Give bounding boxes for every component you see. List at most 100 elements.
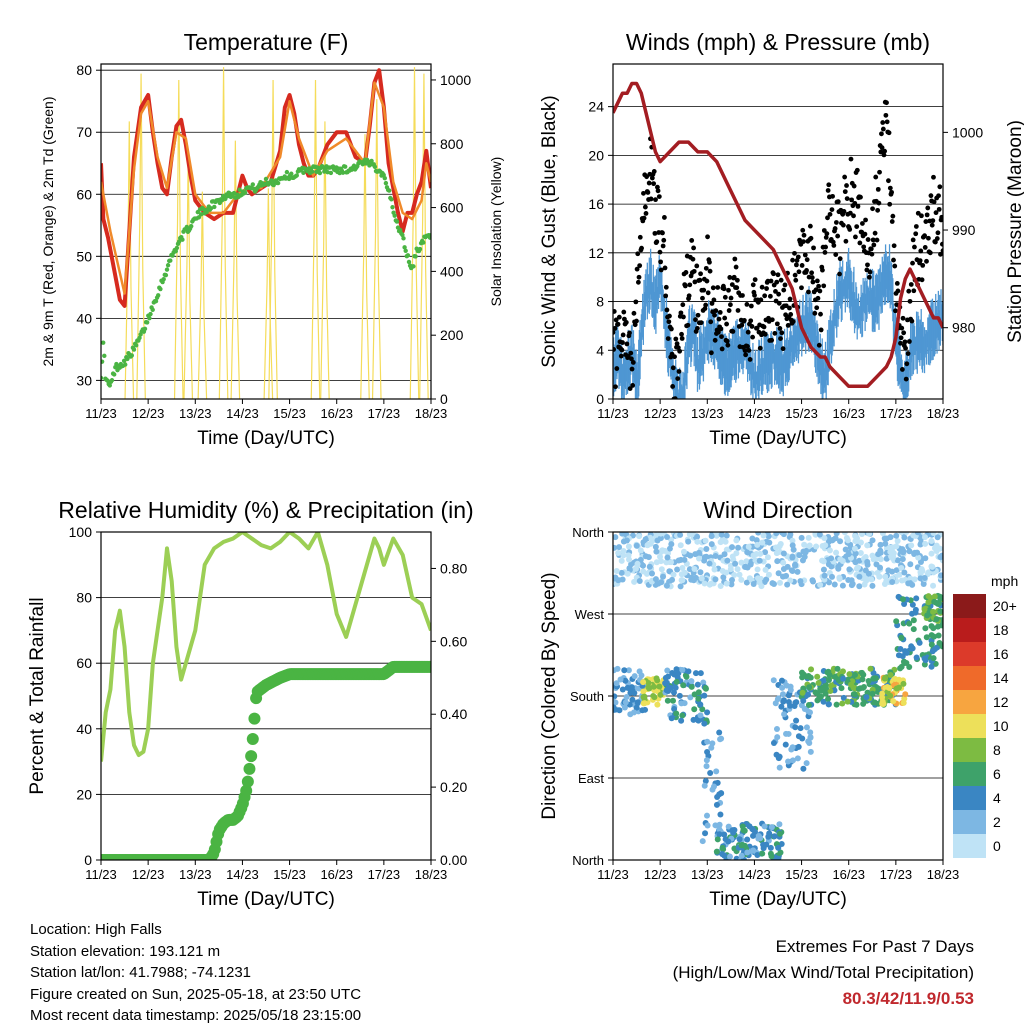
gust-point (768, 278, 774, 284)
direction-point (738, 852, 745, 859)
humidity-ytick-label: 0 (84, 852, 92, 868)
direction-point (921, 534, 928, 541)
direction-point (785, 758, 792, 765)
direction-point (718, 532, 725, 538)
direction-point (869, 690, 876, 697)
direction-point (755, 532, 762, 536)
gust-point (734, 277, 740, 283)
direction-point (865, 678, 872, 685)
gust-point (773, 289, 778, 294)
wind_direction-xtick-label: 12/23 (644, 867, 677, 882)
humidity-ytick-label: 100 (69, 524, 93, 540)
direction-point (833, 549, 840, 556)
direction-point (697, 670, 704, 677)
temperature-ytick-label: 60 (76, 186, 92, 202)
dewpoint-point (421, 240, 426, 245)
direction-point (905, 580, 912, 587)
solar-insolation-line (197, 191, 208, 399)
wind_direction-xtick-label: 16/23 (832, 867, 865, 882)
colorbar-label: 0 (993, 838, 1001, 854)
gust-point (813, 287, 819, 293)
direction-point (687, 694, 694, 701)
direction-point (934, 534, 941, 541)
temperature-ytick-label: 40 (76, 310, 92, 326)
direction-point (716, 826, 723, 833)
direction-point (640, 688, 647, 695)
gust-point (877, 169, 882, 175)
temperature-ytick-right-label: 800 (440, 136, 464, 152)
direction-point (778, 677, 785, 684)
direction-point (755, 832, 762, 839)
direction-point (800, 548, 807, 555)
direction-point (774, 558, 781, 565)
gust-point (654, 239, 660, 245)
dewpoint-point (102, 353, 107, 359)
direction-point (859, 676, 866, 683)
gust-point (910, 237, 916, 243)
direction-point (675, 670, 682, 677)
direction-point (789, 537, 796, 544)
gust-point (816, 342, 822, 348)
direction-point (939, 622, 943, 629)
direction-point (889, 568, 896, 575)
direction-point (857, 539, 864, 546)
gust-point (907, 298, 913, 304)
extremes-subtitle: (High/Low/Max Wind/Total Precipitation) (672, 963, 974, 982)
winds-ytick-right-label: 990 (952, 222, 976, 238)
gust-point (903, 376, 909, 382)
gust-point (809, 275, 815, 280)
gust-point (635, 279, 641, 285)
direction-point (882, 540, 889, 547)
direction-point (805, 702, 812, 709)
gust-point (826, 182, 832, 188)
direction-point (845, 551, 852, 558)
gust-point (913, 224, 919, 229)
direction-point (806, 684, 813, 691)
gust-point (752, 277, 758, 283)
direction-point (898, 547, 905, 554)
direction-point (907, 561, 914, 568)
direction-point (921, 661, 928, 668)
direction-point (738, 576, 745, 583)
direction-point (683, 673, 690, 680)
direction-point (681, 569, 688, 576)
gust-point (636, 274, 642, 280)
dewpoint-point (372, 164, 378, 170)
direction-point (906, 548, 913, 555)
direction-point (743, 558, 750, 565)
direction-point (775, 570, 782, 577)
solar-insolation-line (371, 99, 382, 399)
gust-point (660, 243, 666, 249)
direction-point (713, 532, 720, 539)
direction-point (696, 555, 703, 562)
direction-point (642, 536, 649, 543)
direction-point (873, 561, 880, 568)
gust-point (860, 221, 865, 226)
direction-point (899, 653, 906, 660)
gust-point (806, 289, 811, 295)
gust-point (744, 301, 750, 307)
direction-point (815, 679, 822, 686)
direction-point (679, 564, 686, 571)
solar-insolation-line (263, 188, 274, 399)
direction-point (851, 691, 858, 698)
gust-point (794, 262, 799, 268)
direction-point (704, 709, 711, 716)
direction-point (824, 669, 831, 676)
temperature-ytick-right-label: 200 (440, 327, 464, 343)
gust-point (899, 367, 905, 372)
dewpoint-point (392, 213, 397, 218)
direction-point (855, 564, 862, 571)
direction-point (797, 725, 804, 732)
direction-point (857, 550, 864, 557)
direction-point (648, 570, 655, 577)
wind_direction-ytick-label: North (572, 853, 604, 868)
gust-point (852, 200, 858, 206)
dewpoint-point (269, 178, 274, 183)
direction-point (789, 744, 796, 751)
winds-ytick-right-label: 1000 (952, 124, 983, 140)
direction-point (848, 681, 855, 688)
direction-point (616, 707, 623, 714)
gust-point (912, 244, 917, 250)
